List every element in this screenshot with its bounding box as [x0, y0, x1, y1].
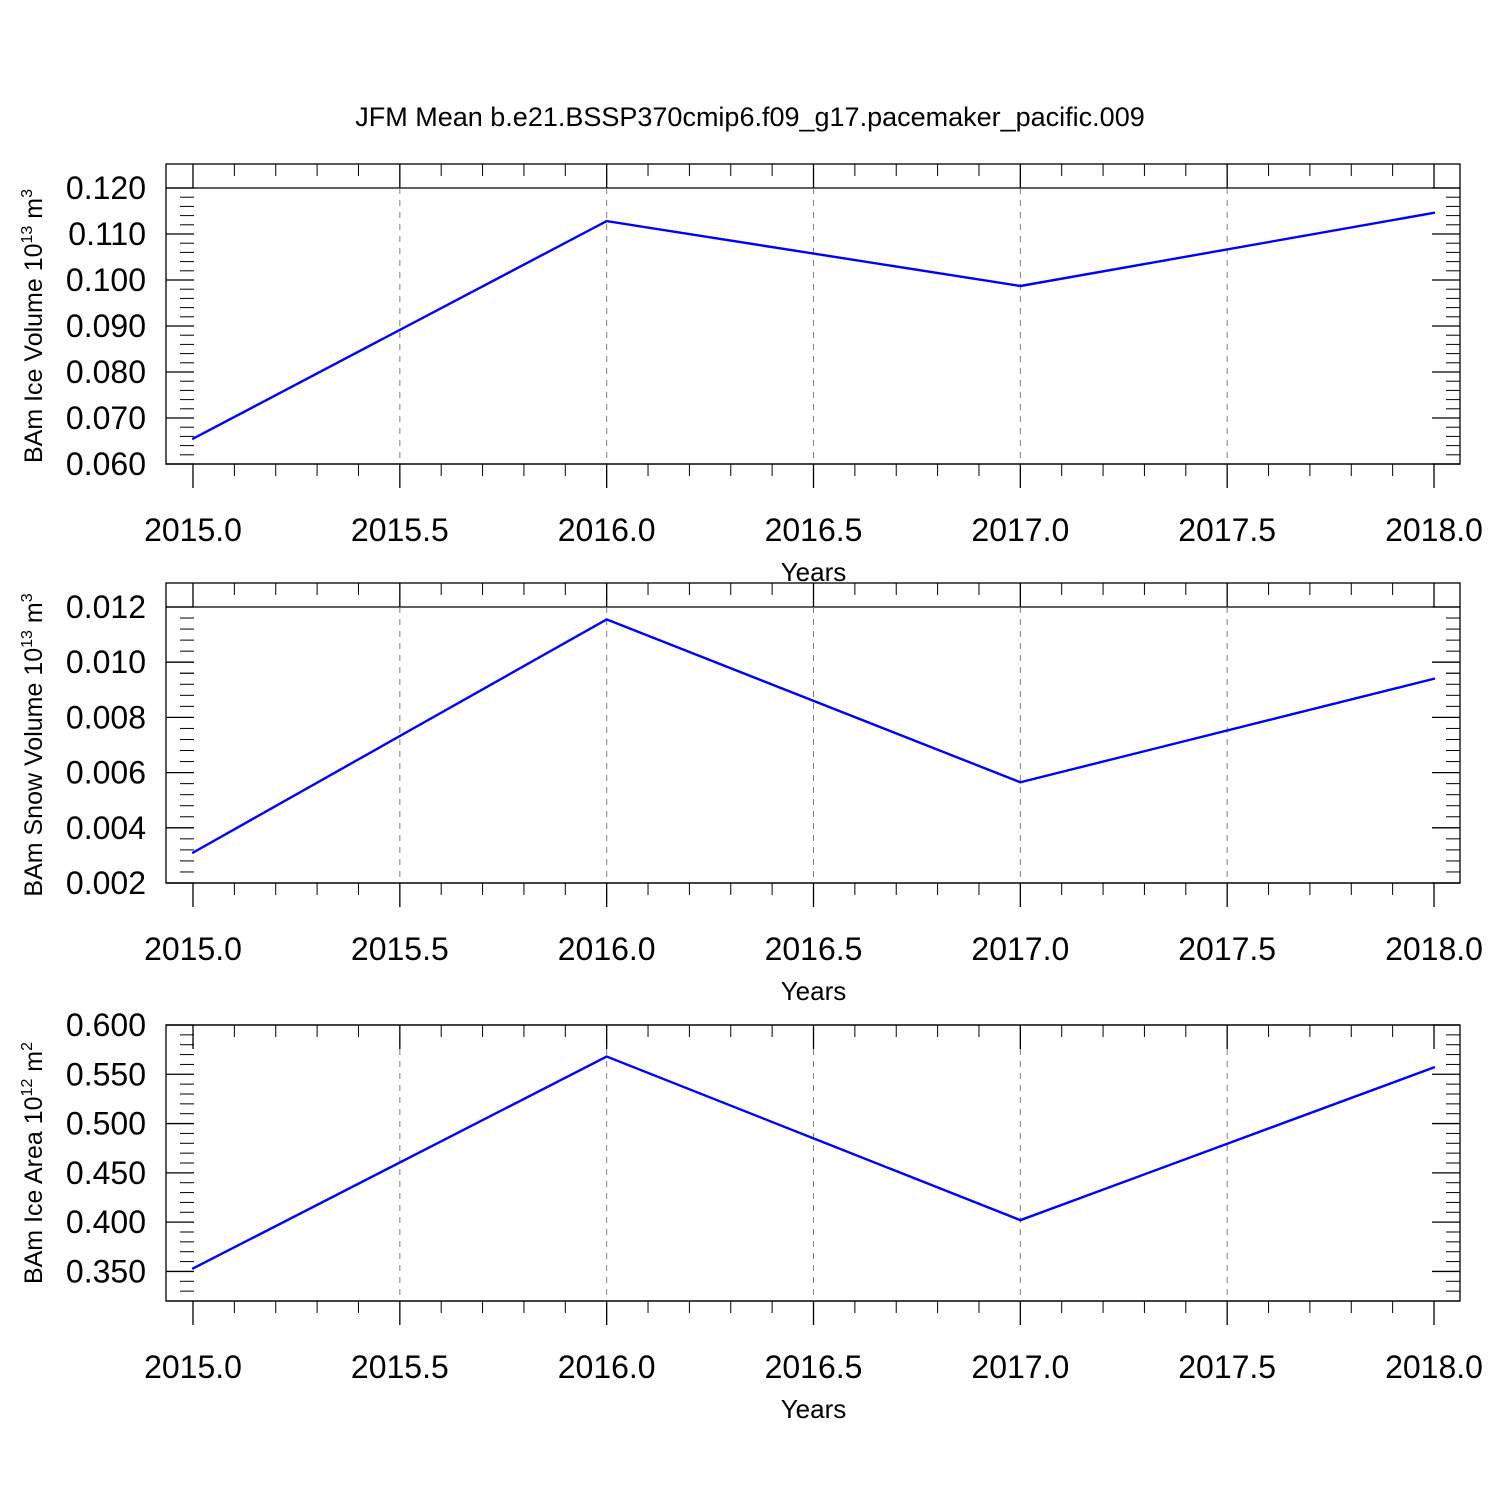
data-point [191, 437, 195, 440]
y-axis-label: BAm Snow Volume 1013 m3 [19, 593, 48, 896]
data-point [191, 1267, 195, 1270]
y-tick-label: 0.600 [66, 1007, 146, 1043]
panel-2: 2015.0 2015.5 2016.0 2016.5 2017.0 2017.5 2018… [19, 582, 1483, 1006]
data-point [1019, 781, 1022, 784]
y-tick-label: 0.500 [66, 1106, 146, 1142]
x-tick-label: 2016.0 [558, 1349, 656, 1385]
y-tick-label: 0.012 [66, 589, 146, 625]
x-axis-label: Years [781, 1394, 847, 1424]
y-tick-label: 0.006 [66, 755, 146, 791]
x-tick-label: 2016.5 [765, 1349, 863, 1385]
y-tick-label: 0.060 [66, 446, 146, 482]
x-tick-label: 2017.5 [1178, 512, 1276, 548]
x-tick-label: 2015.5 [351, 512, 449, 548]
x-tick-label: 2015.0 [144, 1349, 242, 1385]
data-point [191, 851, 195, 854]
series-line [192, 211, 1435, 440]
y-tick-label: 0.100 [66, 262, 146, 298]
data-point [605, 1055, 608, 1058]
x-tick-label: 2017.0 [971, 931, 1069, 967]
y-tick-label: 0.002 [66, 865, 146, 901]
x-tick-label: 2018.0 [1385, 512, 1483, 548]
y-tick-label: 0.450 [66, 1155, 146, 1191]
y-axis-label: BAm Ice Area 1012 m2 [19, 1042, 48, 1284]
figure-title: JFM Mean b.e21.BSSP370cmip6.f09_g17.pace… [355, 102, 1144, 132]
x-tick-label: 2015.5 [351, 1349, 449, 1385]
x-axis-label: Years [781, 976, 847, 1006]
x-tick-label: 2017.0 [971, 1349, 1069, 1385]
panel-1: 2015.0 2015.5 2016.0 2016.5 2017.0 2017.5 2018… [19, 163, 1483, 587]
x-tick-label: 2018.0 [1385, 1349, 1483, 1385]
panels: 2015.0 2015.5 2016.0 2016.5 2017.0 2017.5 2018… [19, 163, 1483, 1424]
y-tick-label: 0.550 [66, 1056, 146, 1092]
y-tick-label: 0.008 [66, 699, 146, 735]
y-axis-label: BAm Ice Volume 1013 m3 [19, 189, 48, 463]
data-point [1432, 211, 1436, 215]
series-line [192, 618, 1435, 854]
x-tick-label: 2017.5 [1178, 1349, 1276, 1385]
x-tick-label: 2017.5 [1178, 931, 1276, 967]
x-tick-label: 2016.5 [765, 512, 863, 548]
data-point [1432, 677, 1436, 680]
y-tick-label: 0.090 [66, 308, 146, 344]
series-line [192, 1055, 1435, 1270]
x-tick-label: 2016.5 [765, 931, 863, 967]
x-tick-label: 2018.0 [1385, 931, 1483, 967]
data-point [1019, 1218, 1022, 1222]
data-point [1432, 1066, 1436, 1069]
panel-3: 2015.0 2015.5 2016.0 2016.5 2017.0 2017.5 2018… [19, 1007, 1483, 1424]
x-axis-label: Years [781, 557, 847, 587]
x-tick-label: 2015.0 [144, 931, 242, 967]
y-tick-label: 0.080 [66, 354, 146, 390]
y-tick-label: 0.350 [66, 1253, 146, 1289]
data-point [1019, 284, 1022, 288]
y-tick-label: 0.070 [66, 400, 146, 436]
x-tick-label: 2017.0 [971, 512, 1069, 548]
x-tick-label: 2016.0 [558, 512, 656, 548]
x-tick-label: 2016.0 [558, 931, 656, 967]
x-tick-label: 2015.5 [351, 931, 449, 967]
y-tick-label: 0.004 [66, 810, 146, 846]
y-tick-label: 0.120 [66, 170, 146, 206]
y-tick-label: 0.400 [66, 1204, 146, 1240]
y-tick-label: 0.110 [68, 216, 146, 252]
y-tick-label: 0.010 [66, 644, 146, 680]
x-tick-label: 2015.0 [144, 512, 242, 548]
data-point [605, 618, 608, 621]
data-point [605, 219, 608, 223]
